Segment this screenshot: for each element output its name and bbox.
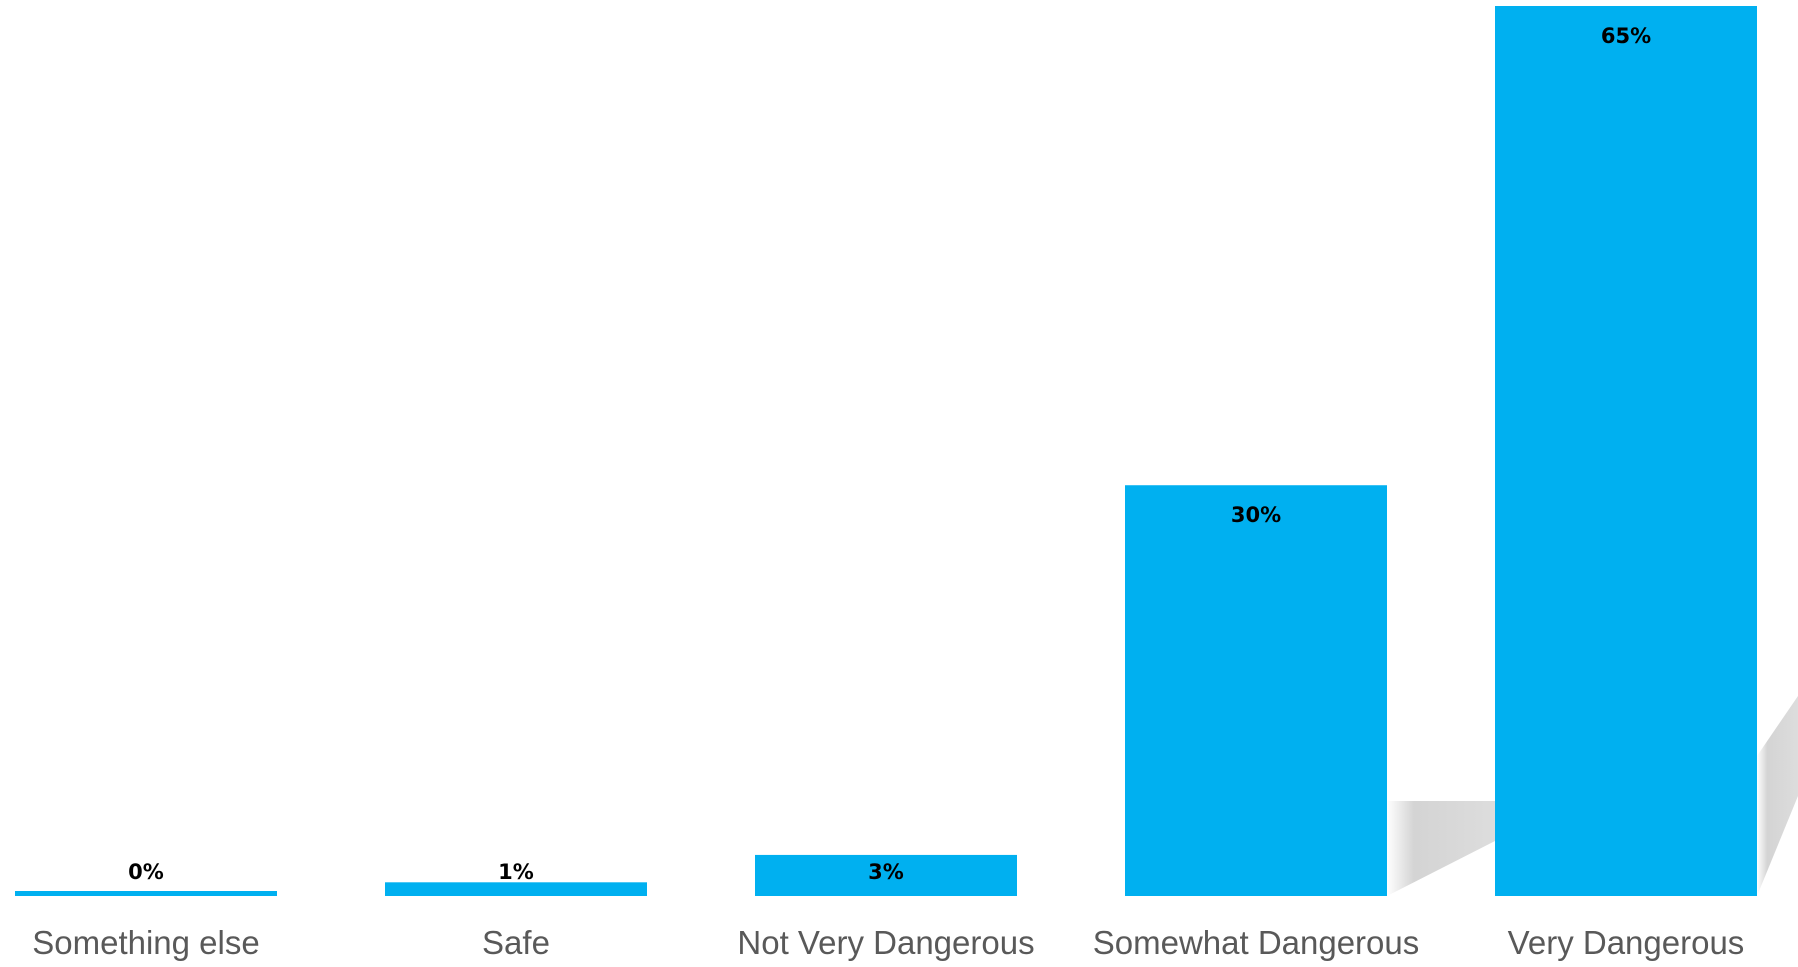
- category-label-very-dangerous: Very Dangerous: [1508, 924, 1745, 961]
- bar-somewhat-dangerous: [1125, 485, 1387, 896]
- bar-shadow-very-dangerous: [1757, 696, 1798, 896]
- value-label-very-dangerous: 65%: [1601, 24, 1651, 48]
- bar-safe: [385, 882, 647, 896]
- bar-shadow-somewhat-dangerous: [1387, 801, 1495, 896]
- category-labels-group: Something else Safe Not Very Dangerous Some…: [32, 924, 1744, 961]
- bar-something-else: [15, 891, 277, 896]
- bar-shadows: [1387, 696, 1798, 896]
- value-labels-group: 0% 1% 3% 30% 65%: [128, 24, 1651, 884]
- bars-group: [15, 6, 1757, 896]
- bar-not-very-dangerous: [755, 854, 1017, 896]
- value-label-somewhat-dangerous: 30%: [1231, 503, 1281, 527]
- value-label-not-very-dangerous: 3%: [868, 860, 904, 884]
- category-label-safe: Safe: [482, 924, 550, 961]
- category-label-somewhat-dangerous: Somewhat Dangerous: [1093, 924, 1420, 961]
- category-label-not-very-dangerous: Not Very Dangerous: [737, 924, 1034, 961]
- category-label-something-else: Something else: [32, 924, 259, 961]
- value-label-safe: 1%: [498, 860, 534, 884]
- bar-very-dangerous: [1495, 6, 1757, 896]
- value-label-something-else: 0%: [128, 860, 164, 884]
